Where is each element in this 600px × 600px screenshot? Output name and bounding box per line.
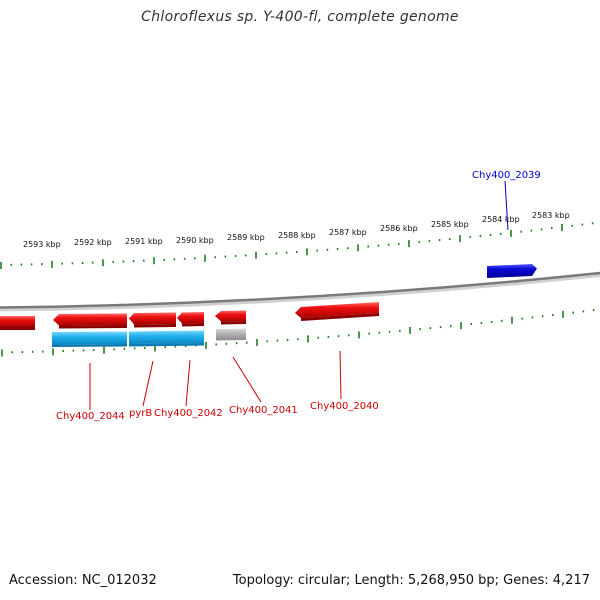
scale-label: 2586 kbp [380, 224, 418, 233]
scale-label: 2590 kbp [176, 236, 214, 245]
label-pyrb: pyrB [129, 408, 152, 419]
scale-labels: 2593 kbp 2592 kbp 2591 kbp 2590 kbp 2589… [23, 211, 570, 249]
scale-label: 2589 kbp [227, 233, 265, 242]
accession-text: Accession: NC_012032 [9, 573, 157, 588]
scale-label: 2585 kbp [431, 220, 469, 229]
cds-pyrb[interactable] [129, 330, 204, 347]
label-leader-lines [89, 180, 509, 410]
scale-label: 2584 kbp [482, 215, 520, 224]
genome-summary-text: Topology: circular; Length: 5,268,950 bp… [232, 573, 590, 588]
gene-chy400-2040[interactable] [295, 302, 379, 321]
label-chy400-2041: Chy400_2041 [229, 405, 298, 416]
scale-label: 2591 kbp [125, 237, 163, 246]
label-chy400-2039: Chy400_2039 [472, 170, 541, 181]
gene-chy400-2044[interactable] [53, 313, 127, 329]
gene-chy400-2042[interactable] [177, 312, 204, 327]
pseudo-chy400-2041[interactable] [216, 328, 246, 341]
scale-label: 2588 kbp [278, 231, 316, 240]
gene-labels: Chy400_2044 pyrB Chy400_2042 Chy400_2041… [56, 170, 541, 422]
gene-pyrb[interactable] [129, 312, 176, 328]
map-title: Chloroflexus sp. Y-400-fl, complete geno… [141, 9, 459, 25]
scale-label: 2587 kbp [329, 228, 367, 237]
scale-label: 2583 kbp [532, 211, 570, 220]
scale-label: 2592 kbp [74, 238, 112, 247]
cds-chy400-2044[interactable] [52, 331, 127, 348]
gene-left-edge[interactable] [0, 316, 35, 330]
inner-scale-ticks [1, 309, 595, 357]
scale-label: 2593 kbp [23, 240, 61, 249]
label-chy400-2042: Chy400_2042 [154, 408, 223, 419]
gene-chy400-2039[interactable] [487, 264, 537, 278]
label-chy400-2040: Chy400_2040 [310, 401, 379, 412]
label-chy400-2044: Chy400_2044 [56, 411, 125, 422]
outer-scale-ticks [0, 222, 594, 269]
genome-backbone [0, 272, 600, 312]
gene-chy400-2041[interactable] [215, 310, 246, 325]
